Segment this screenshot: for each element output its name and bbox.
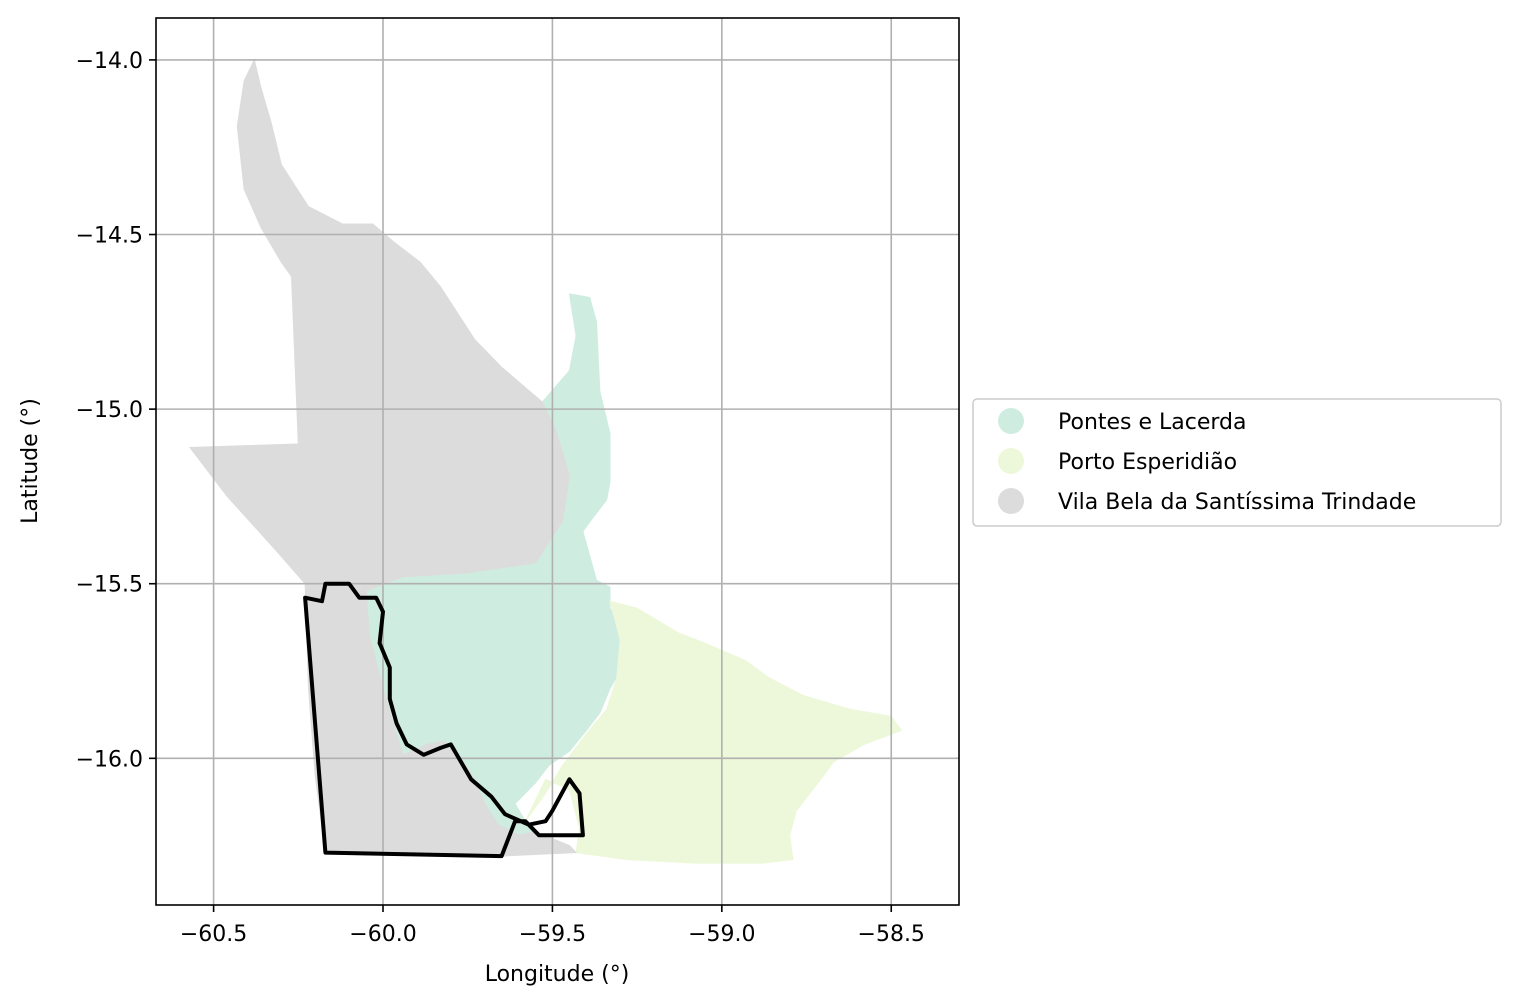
x-tick-label: −60.5 (180, 922, 247, 947)
x-tick-label: −60.0 (349, 922, 416, 947)
y-tick-label: −14.5 (76, 224, 143, 249)
y-tick-label: −15.0 (76, 398, 143, 423)
legend: Pontes e Lacerda Porto Esperidião Vila Bel… (972, 398, 1502, 527)
grid-layer (156, 18, 959, 905)
highlight-outline (303, 581, 585, 859)
y-axis-label: Latitude (°) (18, 398, 43, 524)
x-axis-label: Longitude (°) (485, 962, 630, 987)
y-tick-label: −15.5 (76, 573, 143, 598)
y-axis: −14.0 −14.5 −15.0 −15.5 −16.0 (76, 49, 156, 772)
x-axis: −60.5 −60.0 −59.5 −59.0 −58.5 (180, 905, 925, 947)
x-tick-label: −59.5 (519, 922, 586, 947)
plot-frame (155, 17, 960, 906)
y-tick-label: −16.0 (76, 747, 143, 772)
legend-label-vila-bela-da-santissima-trindade: Vila Bela da Santíssima Trindade (1058, 490, 1416, 515)
y-tick-label: −14.0 (76, 49, 143, 74)
legend-items: Pontes e Lacerda Porto Esperidião Vila Bel… (998, 408, 1416, 515)
x-tick-label: −58.5 (858, 922, 925, 947)
legend-marker-vila-bela-da-santissima-trindade (998, 488, 1024, 514)
outline-layer (303, 581, 585, 859)
legend-label-porto-esperidiao: Porto Esperidião (1058, 450, 1237, 475)
region-porto-esperidiao (524, 600, 903, 864)
legend-marker-porto-esperidiao (998, 448, 1024, 474)
legend-label-pontes-e-lacerda: Pontes e Lacerda (1058, 410, 1247, 435)
legend-marker-pontes-e-lacerda (998, 408, 1024, 434)
x-tick-label: −59.0 (688, 922, 755, 947)
legend-box (972, 398, 1502, 527)
